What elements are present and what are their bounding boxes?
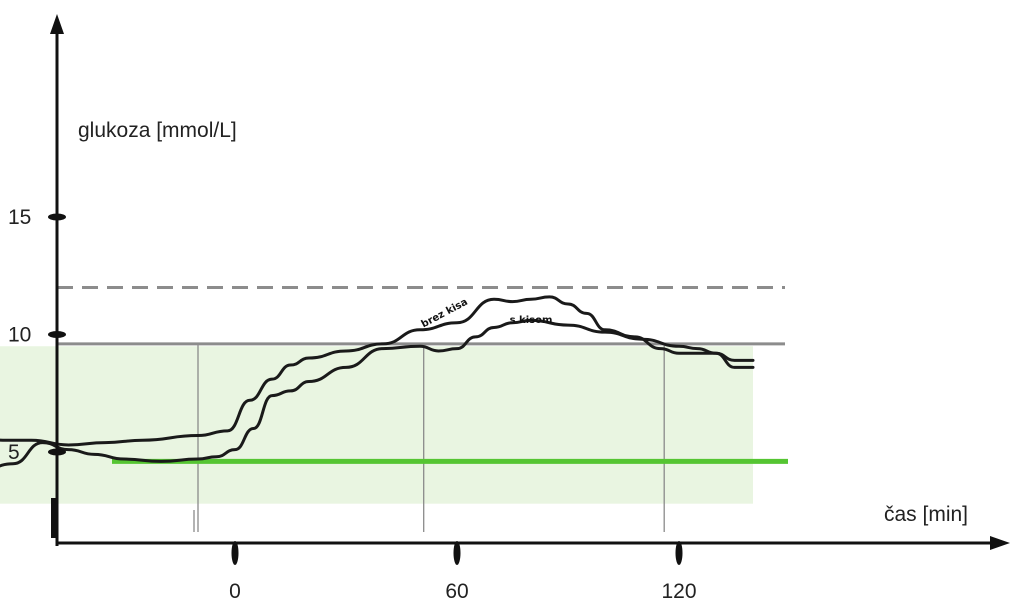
y-axis-title: glukoza [mmol/L] (78, 119, 237, 142)
x-tick-0 (231, 541, 239, 565)
y-tick-10 (48, 331, 66, 338)
x-tick-label-60: 60 (445, 580, 468, 603)
y-tick-label-15: 15 (8, 206, 31, 229)
y-tick-15 (48, 213, 66, 221)
y-axis-arrow (50, 14, 64, 34)
x-axis-arrow (990, 536, 1010, 550)
y-tick-5 (48, 448, 66, 456)
curve-label-1: s kisom (510, 315, 553, 326)
series-line-1 (0, 318, 755, 468)
series-line-0 (0, 295, 755, 447)
x-tick-label-0: 0 (229, 580, 241, 603)
shaded-band (0, 346, 753, 504)
y-axis-foot (51, 498, 56, 538)
y-tick-label-5: 5 (8, 441, 20, 464)
x-tick-120 (675, 541, 683, 565)
y-tick-label-10: 10 (8, 324, 31, 347)
x-tick-label-120: 120 (661, 580, 696, 603)
x-axis-title: čas [min] (884, 503, 968, 526)
x-tick-60 (453, 541, 461, 565)
